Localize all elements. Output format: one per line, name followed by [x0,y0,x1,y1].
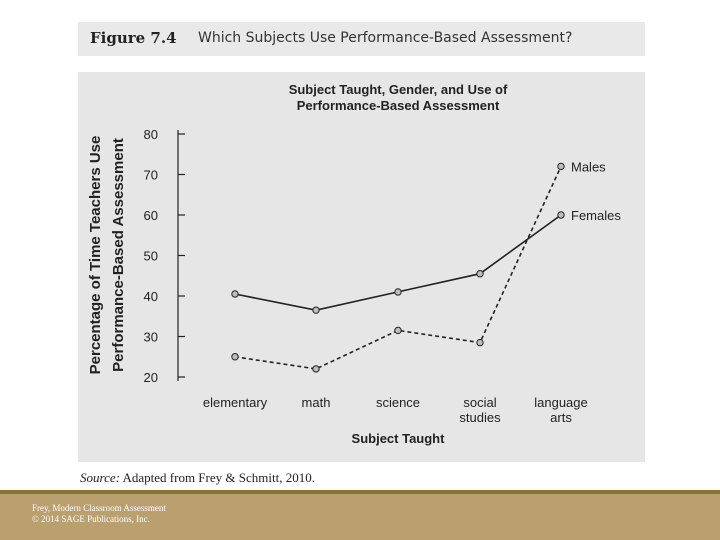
data-point-males [231,353,239,361]
y-axis-label-line: Percentage of Time Teachers Use [87,136,104,375]
figure-title: Which Subjects Use Performance-Based Ass… [198,30,573,46]
series-line-males [234,166,562,370]
y-axis-label-line: Performance-Based Assessment [110,138,127,372]
x-tick-label: elementary [203,395,268,410]
chart-title-line: Performance-Based Assessment [297,98,500,113]
chart-panel: Subject Taught, Gender, and Use of Perfor… [78,72,645,462]
data-point-males [476,338,484,347]
chart-title-line: Subject Taught, Gender, and Use of [289,82,508,97]
series-line-females [234,214,562,312]
data-point-females [394,288,402,296]
y-tick-label: 40 [144,289,158,304]
x-tick-label: language [534,395,588,410]
y-tick-label: 70 [144,168,158,183]
y-tick-label: 80 [144,127,158,142]
x-axis-label: Subject Taught [352,431,446,446]
source-text: Adapted from Frey & Schmitt, 2010. [122,470,315,485]
x-tick-label: math [302,395,331,410]
x-tick-label: studies [459,410,501,425]
figure-number: Figure 7.4 [90,29,177,47]
y-tick-label: 50 [144,249,158,264]
y-tick-label: 20 [144,370,158,385]
data-point-males [557,162,565,171]
y-tick-label: 30 [144,330,158,345]
data-point-females [312,306,320,314]
footer-book-title: Frey, Modern Classroom Assessment [32,503,166,513]
data-point-females [231,290,239,298]
series-label-females: Females [571,208,621,223]
series-label-males: Males [571,159,606,174]
data-point-females [476,270,484,278]
footer-divider [0,490,720,494]
footer-copyright: © 2014 SAGE Publications, Inc. [32,514,150,524]
line-chart: Subject Taught, Gender, and Use ofPerfor… [87,82,621,446]
source-label: Source: [80,470,120,485]
x-tick-label: science [376,395,420,410]
x-tick-label: arts [550,410,572,425]
data-point-females [557,211,565,219]
figure-header: Figure 7.4 Which Subjects Use Performanc… [78,22,645,56]
source-note: Source: Adapted from Frey & Schmitt, 201… [80,470,315,486]
data-point-males [312,365,320,373]
data-point-males [394,326,402,335]
x-tick-label: social [463,395,496,410]
footer-band: Frey, Modern Classroom Assessment © 2014… [0,490,720,540]
y-tick-label: 60 [144,208,158,223]
